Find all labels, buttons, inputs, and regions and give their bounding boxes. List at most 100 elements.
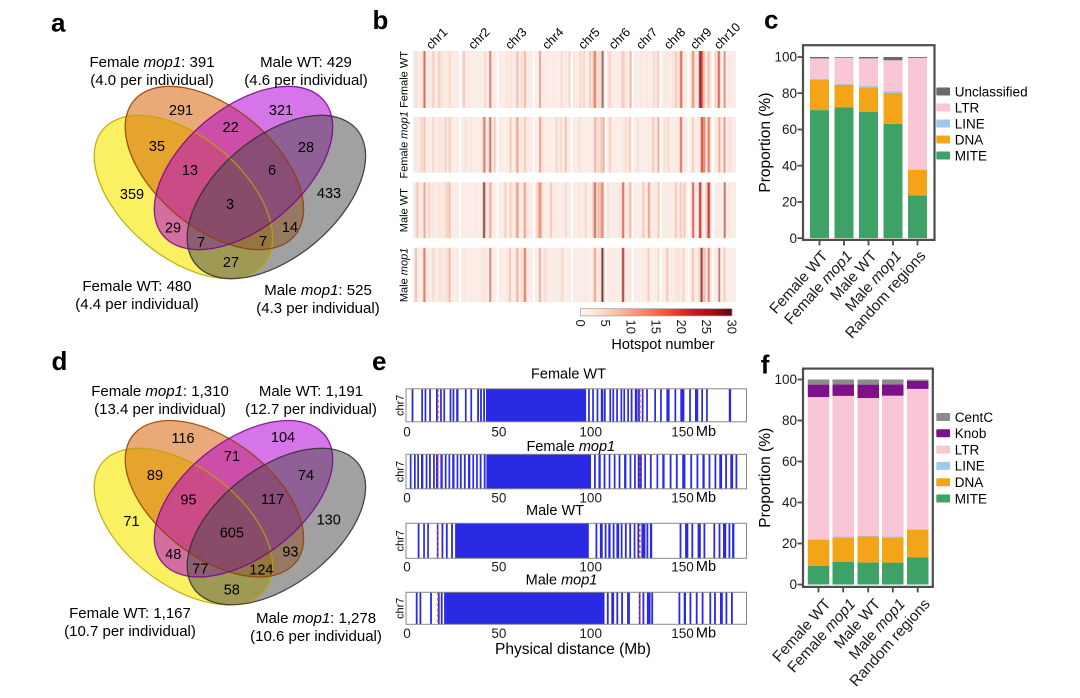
svg-text:(4.0 per individual): (4.0 per individual) — [90, 72, 213, 89]
svg-text:Male WT: Male WT — [399, 188, 411, 232]
svg-text:Male WT: 429: Male WT: 429 — [260, 54, 352, 71]
svg-text:50: 50 — [491, 626, 506, 641]
svg-text:150: 150 — [671, 559, 694, 574]
svg-text:35: 35 — [149, 139, 165, 155]
svg-text:27: 27 — [223, 255, 239, 271]
svg-text:58: 58 — [224, 583, 240, 599]
svg-text:89: 89 — [147, 468, 163, 484]
svg-text:a: a — [51, 8, 66, 38]
svg-text:60: 60 — [782, 454, 797, 469]
svg-text:50: 50 — [491, 559, 506, 574]
svg-text:48: 48 — [165, 547, 181, 563]
svg-text:chr7: chr7 — [395, 395, 407, 416]
svg-text:Knob: Knob — [955, 426, 987, 441]
svg-text:60: 60 — [782, 122, 797, 137]
svg-text:7: 7 — [259, 234, 267, 250]
svg-text:10: 10 — [623, 320, 638, 334]
svg-text:14: 14 — [282, 220, 298, 236]
svg-text:chr7: chr7 — [395, 461, 407, 482]
svg-text:80: 80 — [782, 86, 797, 101]
svg-text:321: 321 — [269, 103, 293, 119]
svg-text:Male mop1: 1,278: Male mop1: 1,278 — [256, 610, 376, 627]
svg-text:124: 124 — [249, 562, 273, 578]
svg-text:25: 25 — [699, 320, 714, 334]
svg-text:100: 100 — [774, 50, 797, 65]
svg-text:Female WT: 480: Female WT: 480 — [82, 278, 191, 295]
svg-text:(10.6 per individual): (10.6 per individual) — [250, 628, 382, 645]
svg-text:(10.7 per individual): (10.7 per individual) — [64, 623, 196, 640]
svg-text:e: e — [372, 346, 386, 376]
svg-text:100: 100 — [579, 626, 602, 641]
svg-text:Hotspot number: Hotspot number — [611, 337, 714, 353]
svg-text:Female WT: Female WT — [531, 367, 606, 383]
svg-text:7: 7 — [197, 235, 205, 251]
svg-text:74: 74 — [298, 468, 314, 484]
svg-text:71: 71 — [224, 449, 240, 465]
svg-text:291: 291 — [169, 103, 193, 119]
svg-text:Male WT: 1,191: Male WT: 1,191 — [259, 383, 363, 400]
svg-text:20: 20 — [674, 320, 689, 334]
svg-text:117: 117 — [261, 492, 284, 508]
svg-text:0: 0 — [403, 490, 411, 505]
svg-text:Mb: Mb — [696, 625, 716, 641]
svg-text:(4.6 per individual): (4.6 per individual) — [244, 72, 367, 89]
svg-text:Female WT: 1,167: Female WT: 1,167 — [69, 605, 191, 622]
svg-text:0: 0 — [403, 626, 411, 641]
svg-text:(4.3 per individual): (4.3 per individual) — [256, 300, 379, 317]
svg-text:0: 0 — [403, 559, 411, 574]
svg-text:30: 30 — [725, 320, 740, 334]
svg-text:Female mop1: Female mop1 — [526, 439, 615, 455]
svg-text:Physical distance (Mb): Physical distance (Mb) — [495, 641, 651, 658]
svg-text:Mb: Mb — [696, 559, 716, 575]
svg-text:0: 0 — [789, 577, 797, 592]
svg-text:116: 116 — [171, 431, 194, 447]
svg-text:6: 6 — [268, 163, 276, 179]
svg-text:605: 605 — [220, 526, 244, 542]
svg-text:Male mop1: 525: Male mop1: 525 — [264, 282, 372, 299]
svg-text:CentC: CentC — [955, 410, 994, 425]
svg-text:28: 28 — [298, 140, 314, 156]
svg-text:40: 40 — [782, 495, 797, 510]
svg-text:Female mop1: 1,310: Female mop1: 1,310 — [91, 383, 229, 400]
svg-text:LTR: LTR — [955, 442, 980, 457]
svg-text:LTR: LTR — [955, 100, 980, 115]
svg-text:(13.4 per individual): (13.4 per individual) — [94, 401, 226, 418]
svg-text:Male mop1: Male mop1 — [399, 248, 411, 302]
svg-text:Proportion (%): Proportion (%) — [757, 93, 774, 193]
svg-text:20: 20 — [782, 536, 797, 551]
svg-text:Male mop1: Male mop1 — [526, 572, 598, 588]
svg-text:(4.4 per individual): (4.4 per individual) — [75, 296, 198, 313]
svg-text:130: 130 — [317, 512, 341, 528]
svg-text:LINE: LINE — [955, 116, 985, 131]
svg-text:3: 3 — [226, 197, 234, 213]
svg-text:Mb: Mb — [696, 490, 716, 506]
svg-text:LINE: LINE — [955, 459, 985, 474]
svg-text:13: 13 — [182, 163, 198, 179]
svg-text:f: f — [761, 350, 770, 380]
svg-text:Female mop1: 391: Female mop1: 391 — [89, 54, 214, 71]
svg-text:(12.7 per individual): (12.7 per individual) — [245, 401, 377, 418]
svg-text:100: 100 — [579, 559, 602, 574]
svg-text:100: 100 — [774, 372, 797, 387]
svg-text:chr7: chr7 — [395, 598, 407, 619]
svg-text:50: 50 — [491, 425, 506, 440]
svg-text:29: 29 — [165, 221, 181, 237]
svg-text:104: 104 — [271, 430, 295, 446]
svg-text:150: 150 — [671, 425, 694, 440]
svg-text:5: 5 — [598, 320, 613, 327]
svg-text:100: 100 — [579, 425, 602, 440]
svg-text:Male WT: Male WT — [526, 503, 584, 519]
svg-text:Unclassified: Unclassified — [955, 84, 1028, 99]
svg-text:80: 80 — [782, 413, 797, 428]
svg-text:Proportion (%): Proportion (%) — [757, 428, 774, 528]
svg-text:0: 0 — [573, 320, 588, 327]
svg-text:b: b — [373, 5, 389, 35]
svg-text:DNA: DNA — [955, 475, 984, 490]
svg-text:0: 0 — [403, 425, 411, 440]
svg-text:0: 0 — [789, 231, 797, 246]
svg-text:40: 40 — [782, 158, 797, 173]
svg-text:c: c — [764, 5, 778, 35]
svg-text:150: 150 — [671, 490, 694, 505]
svg-text:15: 15 — [649, 320, 664, 334]
svg-text:d: d — [52, 346, 68, 376]
